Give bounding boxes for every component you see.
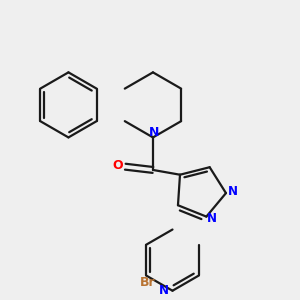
Text: O: O [112, 159, 123, 172]
Text: N: N [207, 212, 217, 225]
Text: N: N [159, 284, 169, 297]
Text: N: N [149, 127, 160, 140]
Text: N: N [228, 185, 238, 198]
Text: Br: Br [140, 276, 155, 289]
